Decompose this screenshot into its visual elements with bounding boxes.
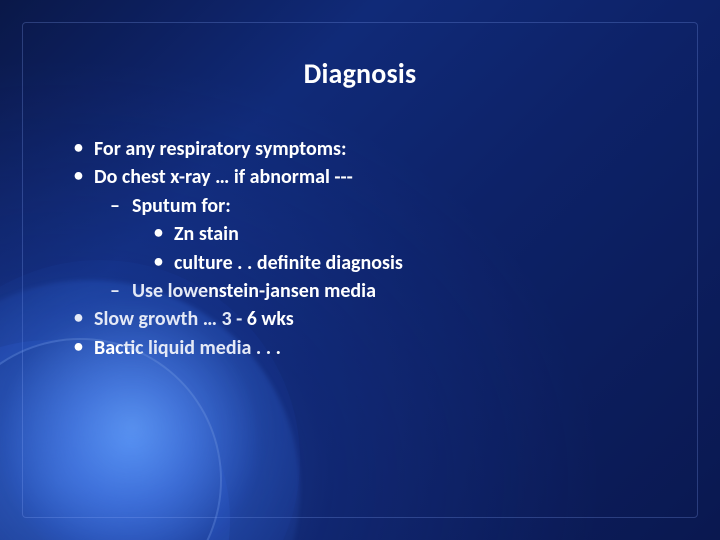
list-item: culture . . definite diagnosis: [150, 249, 652, 277]
bullet-text: Sputum for:: [132, 194, 231, 218]
bullet-list-lvl1: For any respiratory symptoms: Do chest x…: [68, 135, 652, 362]
list-item: Bactic liquid media . . .: [68, 334, 652, 362]
list-item: Do chest x-ray … if abnormal --- Sputum …: [68, 163, 652, 305]
bullet-text: Bactic liquid media . . .: [94, 336, 281, 360]
slide: Diagnosis For any respiratory symptoms: …: [0, 0, 720, 540]
slide-body: For any respiratory symptoms: Do chest x…: [68, 135, 652, 362]
list-item: Sputum for: Zn stain culture . . definit…: [106, 192, 652, 277]
list-item: For any respiratory symptoms:: [68, 135, 652, 163]
slide-title: Diagnosis: [68, 56, 652, 91]
list-item: Zn stain: [150, 220, 652, 248]
bullet-text: Use lowenstein-jansen media: [132, 279, 376, 303]
bullet-list-lvl3: Zn stain culture . . definite diagnosis: [150, 220, 652, 277]
bullet-list-lvl2: Sputum for: Zn stain culture . . definit…: [106, 192, 652, 306]
bullet-text: Zn stain: [174, 222, 239, 246]
bullet-text: Do chest x-ray … if abnormal ---: [94, 165, 353, 189]
list-item: Slow growth … 3 - 6 wks: [68, 305, 652, 333]
bullet-text: culture . . definite diagnosis: [174, 251, 403, 275]
bullet-text: For any respiratory symptoms:: [94, 137, 347, 161]
bullet-text: Slow growth … 3 - 6 wks: [94, 307, 294, 331]
list-item: Use lowenstein-jansen media: [106, 277, 652, 305]
